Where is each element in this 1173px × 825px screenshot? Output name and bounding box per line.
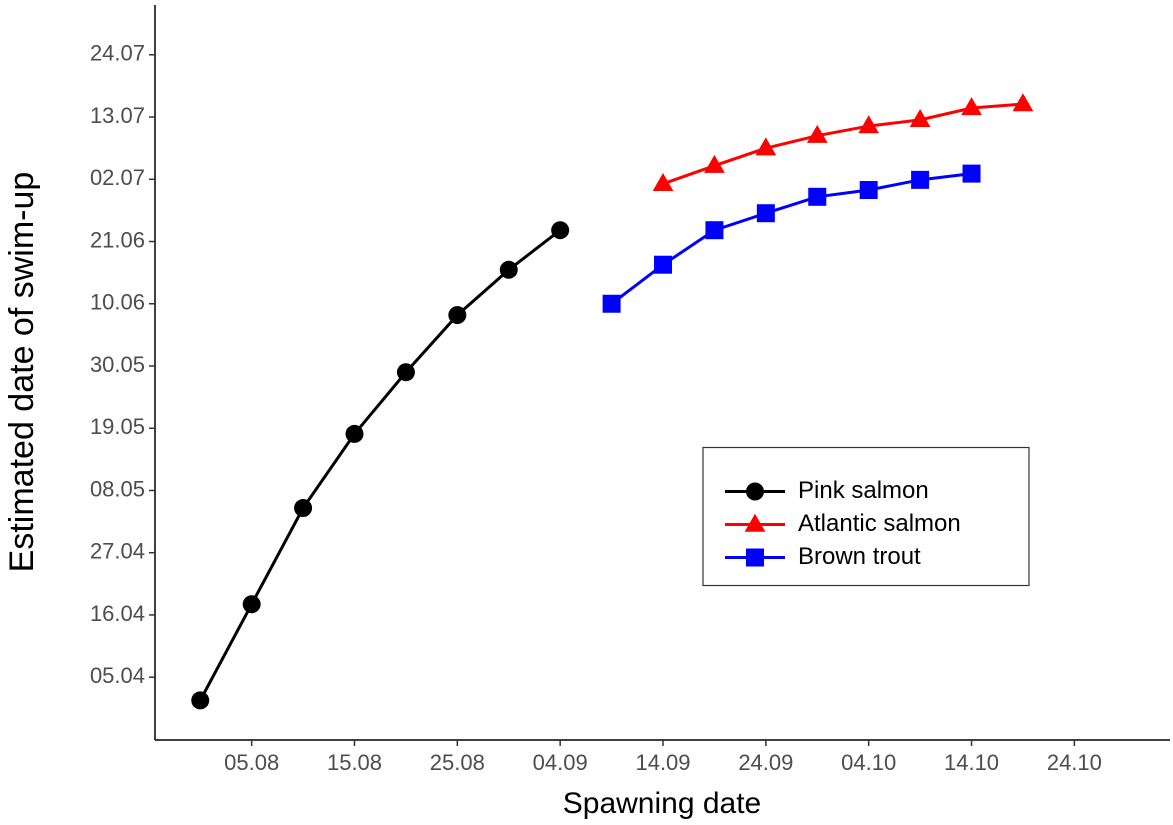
y-tick-label: 30.05 xyxy=(90,352,145,377)
x-tick-label: 14.10 xyxy=(944,750,999,775)
series-line xyxy=(662,102,1024,186)
point xyxy=(911,170,930,189)
point xyxy=(191,691,210,710)
y-tick-label: 24.07 xyxy=(90,41,145,66)
point xyxy=(859,181,878,200)
point xyxy=(858,115,880,134)
x-tick-label: 04.09 xyxy=(533,750,588,775)
legend-marker xyxy=(746,548,764,567)
point xyxy=(909,109,931,128)
point xyxy=(756,204,775,223)
point xyxy=(396,363,415,382)
legend-label: Pink salmon xyxy=(798,477,929,504)
point xyxy=(652,172,674,191)
point xyxy=(755,137,777,156)
point xyxy=(704,154,725,173)
x-tick-label: 15.08 xyxy=(327,750,382,775)
x-tick-label: 14.09 xyxy=(635,750,690,775)
point xyxy=(345,424,364,443)
y-tick-label: 19.05 xyxy=(90,414,145,439)
y-tick-label: 10.06 xyxy=(90,290,145,315)
x-tick-label: 24.10 xyxy=(1047,750,1102,775)
point xyxy=(294,499,313,518)
legend-label: Brown trout xyxy=(798,543,921,570)
x-tick-label: 04.10 xyxy=(841,750,896,775)
point xyxy=(654,255,673,274)
point xyxy=(551,221,570,240)
legend-marker xyxy=(746,482,764,501)
point xyxy=(806,124,828,143)
y-axis-title: Estimated date of swim-up xyxy=(3,172,41,573)
y-tick-label: 27.04 xyxy=(90,539,145,564)
point xyxy=(448,306,467,325)
x-tick-label: 25.08 xyxy=(430,750,485,775)
legend-marker xyxy=(744,513,766,532)
series-line xyxy=(610,172,972,305)
point xyxy=(705,221,724,240)
y-tick-label: 21.06 xyxy=(90,227,145,252)
point xyxy=(499,260,518,279)
point xyxy=(242,595,261,614)
series-line xyxy=(198,229,562,702)
y-tick-label: 16.04 xyxy=(90,601,145,626)
legend-label: Atlantic salmon xyxy=(798,510,961,537)
y-tick-label: 08.05 xyxy=(90,476,145,501)
x-tick-label: 05.08 xyxy=(224,750,279,775)
y-tick-label: 02.07 xyxy=(90,165,145,190)
y-tick-label: 05.04 xyxy=(90,663,145,688)
point xyxy=(808,187,827,206)
y-tick-label: 13.07 xyxy=(90,103,145,128)
x-tick-label: 24.09 xyxy=(738,750,793,775)
point xyxy=(1012,93,1034,112)
x-axis-title: Spawning date xyxy=(563,787,762,820)
point xyxy=(602,294,621,313)
point xyxy=(961,97,982,116)
point xyxy=(962,164,981,183)
